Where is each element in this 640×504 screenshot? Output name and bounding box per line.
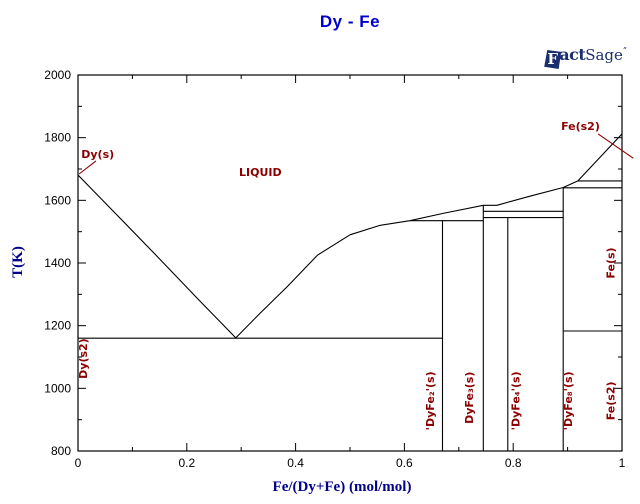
y-tick-label: 1200	[44, 319, 71, 333]
boundary-liquidus	[77, 133, 623, 339]
x-axis-title: Fe/(Dy+Fe) (mol/mol)	[273, 479, 412, 495]
y-tick-label: 800	[51, 444, 71, 458]
y-tick-label: 1800	[44, 131, 71, 145]
y-tick-label: 1000	[44, 381, 71, 395]
chart-title: Dy - Fe	[319, 12, 381, 31]
label-dy-s2: Dy(s2)	[77, 338, 90, 379]
x-tick-label: 0.8	[505, 456, 522, 470]
x-tick-label: 0.6	[396, 456, 413, 470]
x-tick-label: 0.4	[287, 456, 304, 470]
factsage-logo: FactSage”	[544, 45, 627, 69]
label-dyfe3: DyFe₃(s)	[463, 372, 476, 424]
x-tick-label: 1	[619, 456, 626, 470]
label-dyfe2: 'DyFe₂'(s)	[424, 371, 437, 430]
y-tick-label: 1400	[44, 256, 71, 270]
factsage-logo-tm: ”	[622, 46, 627, 55]
factsage-logo-mark: F	[544, 50, 562, 69]
label-fe-s: Fe(s)	[604, 247, 617, 278]
label-fe-s2-bottom: Fe(s2)	[604, 381, 617, 420]
label-dy-s: Dy(s)	[81, 148, 114, 161]
factsage-logo-f: F	[547, 50, 559, 68]
x-tick-label: 0.2	[178, 456, 195, 470]
x-tick-label: 0	[75, 456, 82, 470]
dy-s-leader	[78, 160, 97, 175]
label-fe-s2-top: Fe(s2)	[561, 120, 600, 133]
y-tick-label: 1600	[44, 193, 71, 207]
y-tick-label: 2000	[44, 68, 71, 82]
factsage-logo-sage: Sage	[585, 46, 623, 64]
factsage-logo-act: act	[559, 45, 586, 64]
plot-border	[77, 74, 623, 452]
fe-s2-leader	[597, 133, 634, 159]
label-dyfe4: 'DyFe₄'(s)	[510, 371, 523, 430]
plot-content: 0 0.2 0.4 0.6 0.8 180010001200140016001800200…	[44, 68, 634, 470]
label-liquid: LIQUID	[239, 166, 282, 179]
y-axis-title: T(K)	[10, 246, 26, 278]
label-dyfe8: 'DyFe₈'(s)	[562, 371, 575, 430]
